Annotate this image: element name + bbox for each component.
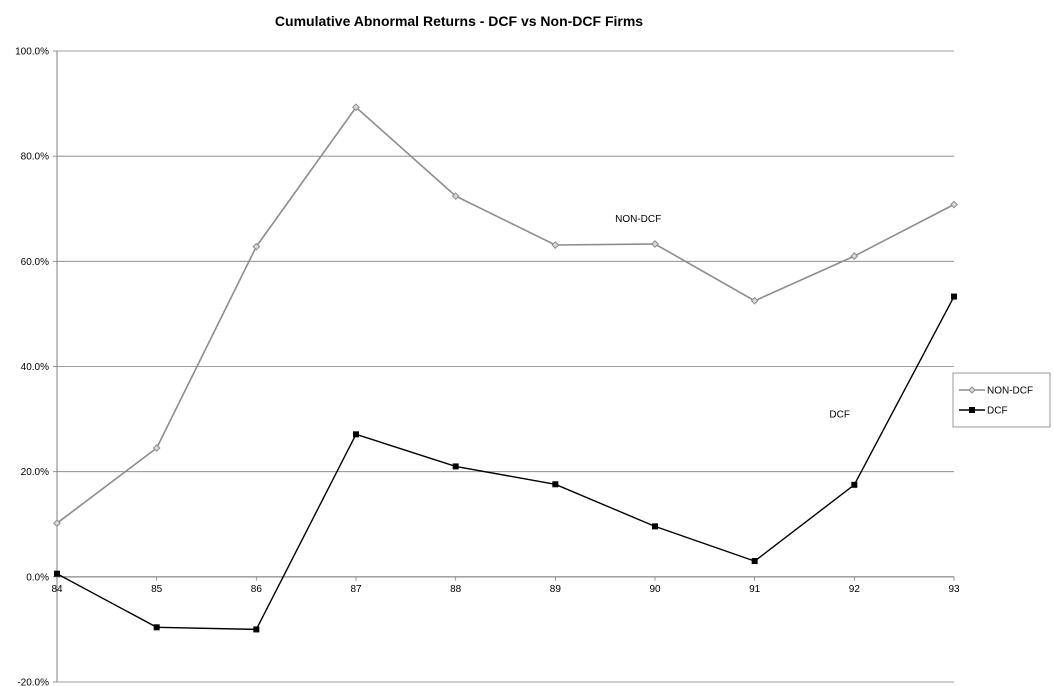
data-point bbox=[54, 570, 60, 577]
data-point bbox=[950, 200, 958, 209]
data-point bbox=[353, 431, 359, 438]
gridlines bbox=[57, 50, 954, 683]
chart-title: Cumulative Abnormal Returns - DCF vs Non… bbox=[275, 13, 643, 29]
series-non-dcf bbox=[53, 103, 958, 528]
series-line bbox=[56, 296, 955, 631]
x-tick-labels: 84 85 86 87 88 89 90 91 92 93 bbox=[51, 584, 960, 595]
data-point bbox=[750, 296, 759, 305]
data-point bbox=[551, 241, 560, 249]
x-tick-label: 88 bbox=[450, 584, 462, 595]
data-point bbox=[253, 626, 260, 633]
y-tick-label: -20.0% bbox=[17, 678, 49, 686]
data-point bbox=[153, 624, 160, 631]
data-point bbox=[252, 242, 261, 251]
legend-item: DCF bbox=[959, 406, 1008, 417]
annotations: NON-DCF DCF bbox=[615, 214, 850, 421]
annotation-label: DCF bbox=[829, 410, 850, 421]
data-point bbox=[850, 252, 859, 260]
y-tick-label: 40.0% bbox=[21, 362, 49, 373]
series-layer bbox=[53, 103, 958, 633]
legend-label: NON-DCF bbox=[987, 386, 1033, 397]
data-point bbox=[851, 481, 858, 488]
data-point bbox=[452, 463, 459, 470]
data-point bbox=[652, 523, 658, 530]
legend-label: DCF bbox=[987, 406, 1008, 417]
y-tick-labels: -20.0% 0.0% 20.0% 40.0% 60.0% 80.0% 100.0% bbox=[15, 47, 49, 686]
series-dcf bbox=[54, 293, 957, 633]
data-point bbox=[451, 192, 460, 201]
data-point bbox=[53, 519, 61, 528]
x-tick-label: 86 bbox=[251, 584, 263, 595]
y-tick-label: 20.0% bbox=[21, 467, 49, 478]
x-tick-label: 85 bbox=[151, 584, 163, 595]
x-tick-label: 92 bbox=[849, 584, 861, 595]
y-tick-label: 60.0% bbox=[21, 257, 49, 268]
data-point bbox=[951, 293, 957, 300]
x-tick-label: 90 bbox=[649, 584, 661, 595]
x-tick-label: 84 bbox=[51, 584, 63, 595]
annotation-label: NON-DCF bbox=[615, 214, 661, 225]
legend-box bbox=[952, 372, 1051, 428]
axes bbox=[53, 50, 955, 683]
data-point bbox=[751, 558, 758, 565]
data-point bbox=[352, 103, 360, 112]
data-point bbox=[651, 240, 659, 248]
y-tick-label: 80.0% bbox=[21, 152, 49, 163]
y-tick-label: 0.0% bbox=[26, 572, 49, 583]
legend: NON-DCF DCF bbox=[952, 372, 1051, 428]
x-tick-label: 91 bbox=[749, 584, 761, 595]
legend-item: NON-DCF bbox=[959, 386, 1033, 397]
legend-marker bbox=[969, 407, 975, 413]
y-tick-label: 100.0% bbox=[15, 47, 49, 58]
data-point bbox=[552, 481, 559, 488]
data-point bbox=[152, 444, 161, 452]
x-tick-label: 89 bbox=[550, 584, 562, 595]
legend-marker bbox=[968, 386, 976, 394]
series-line bbox=[56, 106, 955, 524]
x-tick-label: 93 bbox=[948, 584, 960, 595]
x-tick-label: 87 bbox=[350, 584, 362, 595]
